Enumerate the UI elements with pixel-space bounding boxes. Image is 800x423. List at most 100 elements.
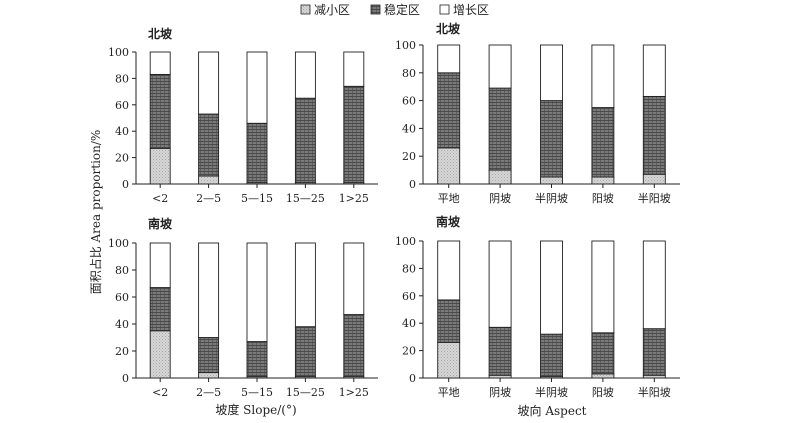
bar-segment-increase <box>246 51 268 124</box>
legend-swatch-stable <box>370 4 381 15</box>
bar-segment-stable <box>591 107 615 178</box>
bar-segment-increase <box>149 51 171 75</box>
bar-segment-stable <box>246 341 268 378</box>
x-axis-title-aspect: 坡向 Aspect <box>518 403 587 418</box>
bar-segment-increase <box>642 240 666 330</box>
bar-segment-decrease <box>540 176 563 185</box>
y-tick-label: 40 <box>115 318 129 331</box>
bar-segment-decrease <box>437 147 461 185</box>
bar-segment-increase <box>294 51 316 99</box>
y-tick-label: 100 <box>108 237 129 250</box>
x-axis-title-slope: 坡度 Slope/(°) <box>215 402 296 417</box>
y-tick-label: 80 <box>115 264 129 277</box>
x-tick-label: 半阳坡 <box>638 385 671 399</box>
panel-south-slope-gradient: 南坡 0 20 40 60 80 100 <2 2—5 5—15 15—25 1>25 <box>108 216 378 399</box>
y-tick-label: 40 <box>402 122 416 135</box>
panel-north-aspect: 北坡 0 20 40 60 80 100 平地 阴坡 半阴坡 阳坡 半阳坡 <box>395 21 680 205</box>
y-tick-label: 80 <box>402 67 416 80</box>
bar-segment-increase <box>198 51 220 115</box>
bar-segment-decrease <box>591 373 615 379</box>
bar-segment-stable <box>488 87 512 171</box>
x-tick-label: 5—15 <box>241 386 273 399</box>
bar-segment-decrease <box>198 372 220 379</box>
bar-segment-increase <box>591 44 615 108</box>
x-tick-label: 5—15 <box>241 192 273 205</box>
bar-segment-stable <box>198 113 220 177</box>
bar-segment-increase <box>437 240 461 301</box>
bar-segment-stable <box>591 332 615 375</box>
bar-segment-increase <box>343 242 365 316</box>
x-tick-label: <2 <box>152 192 168 205</box>
bar-segment-stable <box>198 337 220 374</box>
panel-south-aspect: 南坡 0 20 40 60 80 100 平地 阴坡 半阴坡 阳坡 半阳坡 <box>395 214 680 399</box>
bar-segment-increase <box>540 240 563 335</box>
bar-segment-stable <box>149 73 171 149</box>
x-tick-label: 半阴坡 <box>535 385 568 399</box>
bar-segment-stable <box>488 326 512 376</box>
bar-segment-increase <box>488 240 512 328</box>
y-tick-label: 60 <box>115 291 129 304</box>
bar-segment-increase <box>198 242 220 338</box>
bar-segment-stable <box>149 287 171 332</box>
panel-title: 南坡 <box>436 214 461 229</box>
legend-item-stable: 稳定区 <box>370 2 420 17</box>
bar-segment-stable <box>294 326 316 378</box>
y-tick-label: 100 <box>108 46 129 59</box>
x-tick-label: 半阳坡 <box>638 191 671 205</box>
bar-segment-stable <box>343 85 365 184</box>
bar-segment-stable <box>246 122 268 184</box>
x-tick-label: <2 <box>152 386 168 399</box>
y-tick-label: 60 <box>402 290 416 303</box>
legend-label-stable: 稳定区 <box>384 2 420 17</box>
panel-title: 南坡 <box>148 216 173 231</box>
y-tick-label: 40 <box>402 317 416 330</box>
bar-segment-increase <box>246 242 268 343</box>
bar-segment-increase <box>294 242 316 328</box>
x-tick-label: 阴坡 <box>489 192 511 205</box>
y-tick-label: 60 <box>115 99 129 112</box>
x-tick-label: 2—5 <box>196 386 221 399</box>
bar-segment-decrease <box>642 173 666 185</box>
bar-segment-stable <box>540 333 563 378</box>
bar-segment-increase <box>591 240 615 334</box>
bar-segment-stable <box>343 314 365 378</box>
y-tick-label: 20 <box>402 150 416 163</box>
bar-segment-increase <box>642 44 666 97</box>
bar-segment-increase <box>437 44 461 74</box>
bar-segment-increase <box>149 242 171 288</box>
x-tick-label: 平地 <box>438 192 460 205</box>
x-tick-label: 2—5 <box>196 192 221 205</box>
bar-segment-increase <box>540 44 563 102</box>
y-tick-label: 20 <box>402 345 416 358</box>
y-tick-label: 60 <box>402 95 416 108</box>
x-tick-label: 阳坡 <box>592 386 614 399</box>
panel-title: 北坡 <box>436 21 461 36</box>
panel-north-slope-gradient: 北坡 0 20 40 60 80 100 <2 2—5 5—15 15—25 1>25 <box>108 26 378 205</box>
bar-segment-stable <box>540 100 563 178</box>
bar-segment-stable <box>642 328 666 376</box>
legend-item-decrease: 减小区 <box>300 3 350 17</box>
bar-segment-stable <box>294 97 316 184</box>
y-tick-label: 0 <box>122 372 129 385</box>
y-tick-label: 0 <box>409 372 416 385</box>
y-tick-label: 100 <box>395 39 416 52</box>
legend-label-increase: 增长区 <box>453 3 489 17</box>
bar-segment-increase <box>488 44 512 89</box>
y-tick-label: 80 <box>402 262 416 275</box>
y-tick-label: 0 <box>409 178 416 191</box>
legend: 减小区 稳定区 增长区 <box>300 2 489 17</box>
y-tick-label: 20 <box>115 152 129 165</box>
x-tick-label: 平地 <box>438 386 460 399</box>
y-tick-label: 20 <box>115 345 129 358</box>
panel-title: 北坡 <box>148 26 173 41</box>
y-tick-label: 100 <box>395 235 416 248</box>
y-tick-label: 40 <box>115 125 129 138</box>
bar-segment-decrease <box>149 147 171 185</box>
legend-swatch-increase <box>439 4 450 15</box>
bar-segment-decrease <box>198 175 220 185</box>
bar-segment-decrease <box>488 169 512 185</box>
x-tick-label: 1>25 <box>339 192 369 205</box>
bar-segment-decrease <box>437 341 461 379</box>
legend-item-increase: 增长区 <box>439 3 489 17</box>
